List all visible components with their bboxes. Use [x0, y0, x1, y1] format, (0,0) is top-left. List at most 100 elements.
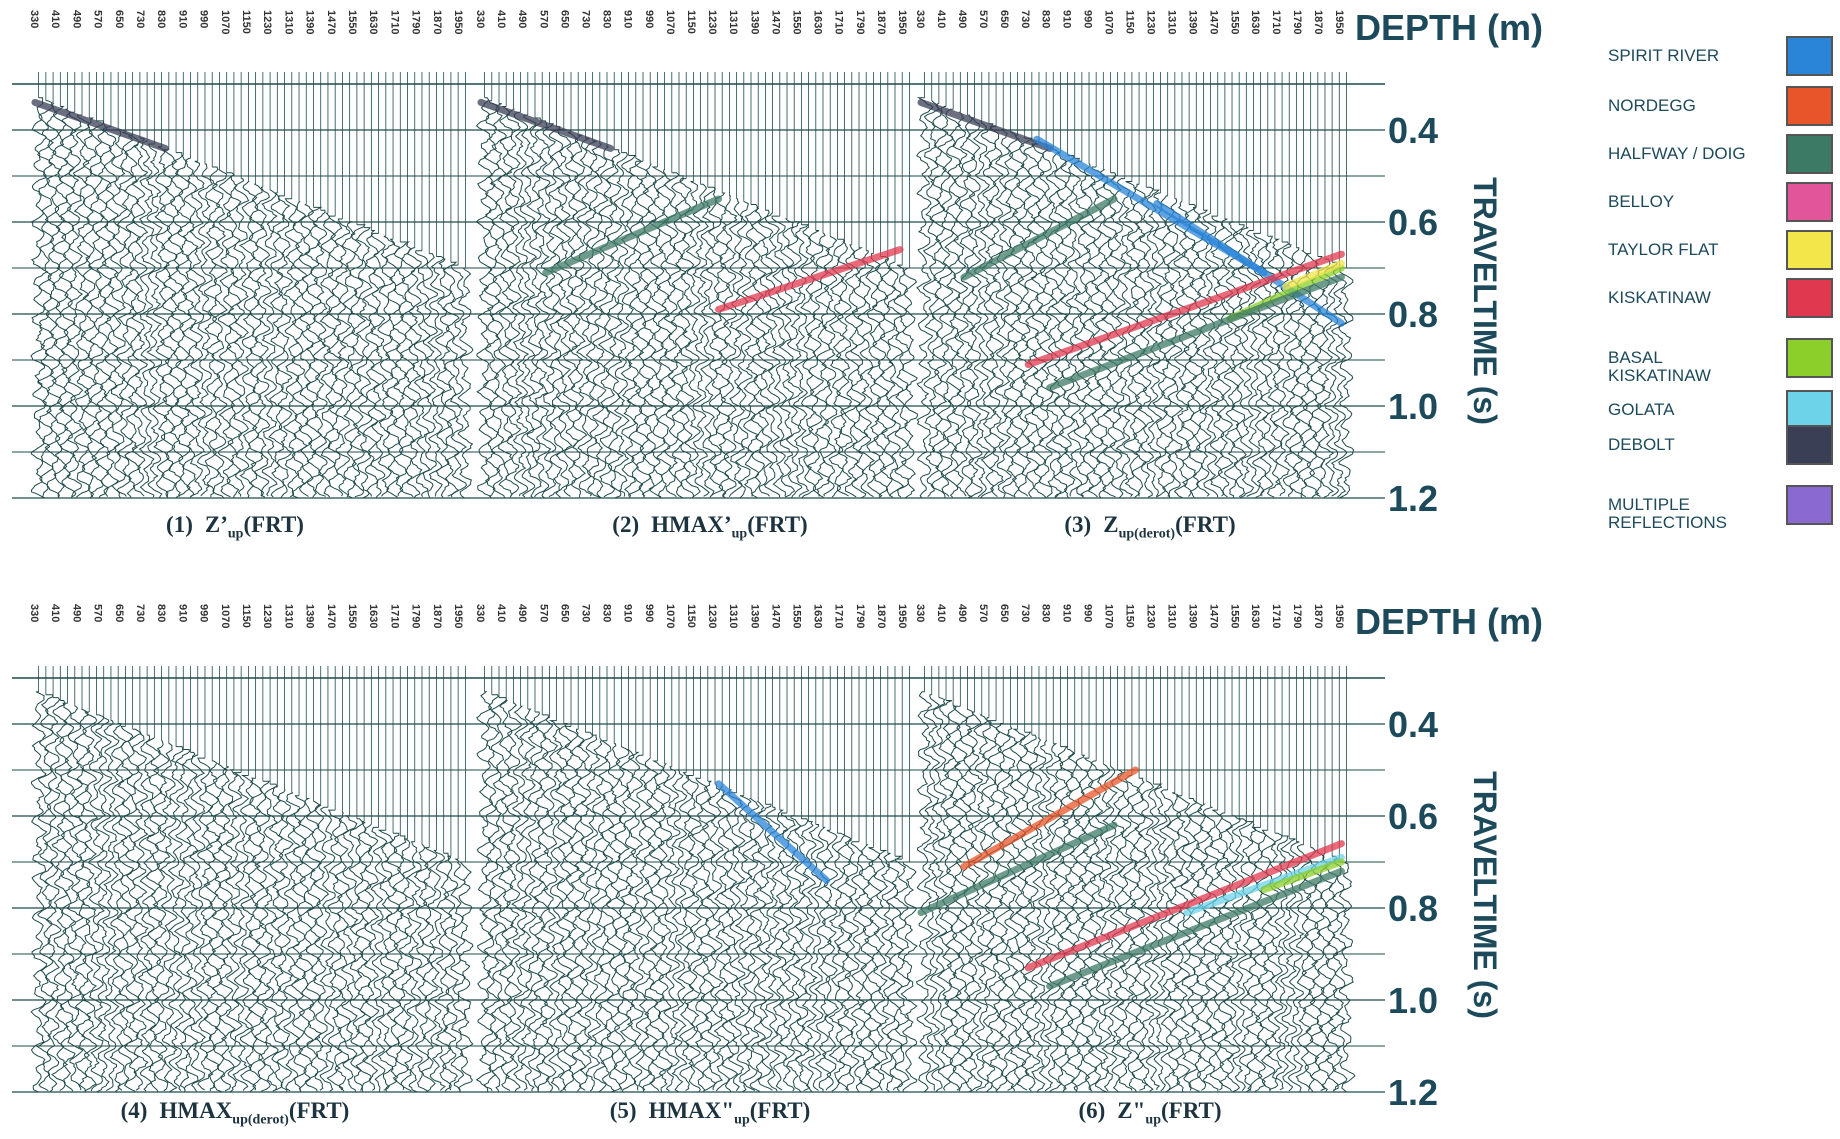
- legend-text: DEBOLT: [1608, 435, 1675, 454]
- trace: [619, 749, 637, 1092]
- trace: [821, 829, 840, 1091]
- depth-label: 1710: [388, 10, 400, 34]
- trace: [370, 232, 388, 498]
- trace: [482, 694, 501, 1091]
- trace: [232, 178, 250, 497]
- depth-label: 490: [516, 604, 528, 622]
- trace: [979, 123, 998, 499]
- trace: [526, 117, 544, 499]
- trace: [987, 720, 1005, 1091]
- trace: [527, 711, 545, 1093]
- trace: [36, 694, 56, 1092]
- horizon: [1046, 867, 1345, 990]
- trace: [886, 261, 905, 497]
- depth-label: 1710: [833, 604, 845, 628]
- depth-label: 1790: [854, 10, 866, 34]
- trace: [225, 175, 243, 498]
- trace: [641, 163, 660, 497]
- depth-label: 490: [516, 10, 528, 28]
- trace: [1323, 261, 1341, 497]
- trace: [326, 215, 344, 497]
- depth-label: 1470: [769, 10, 781, 34]
- trace: [1338, 861, 1356, 1093]
- depth-label: 1630: [812, 10, 824, 34]
- depth-label: 330: [28, 604, 40, 622]
- trace: [1087, 166, 1105, 498]
- depth-label: 1150: [685, 10, 697, 34]
- trace: [734, 201, 753, 499]
- depth-axis-title: DEPTH (m): [1355, 7, 1543, 48]
- depth-label: 330: [914, 10, 926, 28]
- trace: [872, 256, 890, 497]
- depth-label: 330: [914, 604, 926, 622]
- legend-swatch: [1786, 230, 1833, 270]
- depth-label: 1070: [1103, 10, 1115, 34]
- trace: [641, 757, 659, 1091]
- trace: [87, 120, 105, 498]
- trace: [988, 126, 1005, 497]
- trace: [449, 264, 468, 498]
- trace: [728, 198, 746, 498]
- depth-label: 830: [1040, 10, 1052, 28]
- depth-label: 830: [601, 10, 613, 28]
- trace: [377, 235, 395, 497]
- depth-label: 410: [495, 10, 507, 28]
- depth-label: 1950: [1333, 10, 1345, 34]
- depth-label: 570: [977, 10, 989, 28]
- trace: [584, 140, 600, 498]
- trace: [1338, 267, 1355, 499]
- trace: [131, 137, 149, 497]
- trace: [973, 714, 991, 1092]
- depth-label: 1710: [833, 10, 845, 34]
- trace: [598, 740, 615, 1092]
- caption-subscript: up(derot): [232, 1112, 289, 1128]
- trace: [1194, 209, 1213, 497]
- trace: [966, 711, 984, 1093]
- trace: [457, 267, 474, 499]
- depth-label: 990: [1082, 10, 1094, 28]
- depth-label: 1630: [1249, 10, 1261, 34]
- trace: [1188, 206, 1206, 498]
- trace: [1230, 224, 1249, 498]
- trace: [612, 152, 630, 497]
- trace: [355, 227, 373, 499]
- trace: [944, 108, 963, 498]
- legend-label: HALFWAY / DOIG: [1608, 145, 1758, 163]
- caption-suffix: (FRT): [1175, 512, 1236, 537]
- caption-number: (5): [609, 1098, 637, 1123]
- trace: [576, 731, 594, 1091]
- trace: [282, 198, 301, 498]
- trace: [965, 117, 983, 499]
- trace: [648, 760, 666, 1092]
- trace: [51, 106, 69, 497]
- legend-text: MULTIPLE REFLECTIONS: [1608, 495, 1728, 532]
- trace: [116, 725, 135, 1091]
- caption-subscript: up: [227, 526, 244, 542]
- depth-label: 1230: [261, 604, 273, 628]
- trace: [253, 780, 271, 1092]
- trace: [692, 183, 710, 497]
- trace: [1080, 163, 1098, 497]
- trace: [427, 256, 446, 497]
- trace: [420, 253, 439, 498]
- trace: [276, 195, 294, 499]
- trace: [1180, 204, 1198, 497]
- depth-label: 410: [495, 604, 507, 622]
- trace: [634, 160, 652, 498]
- depth-label: 1230: [261, 10, 273, 34]
- depth-label: 410: [49, 604, 61, 622]
- depth-label: 1790: [854, 604, 866, 628]
- depth-label: 830: [155, 10, 167, 28]
- trace: [376, 829, 395, 1091]
- trace: [334, 812, 351, 1092]
- depth-label: 1950: [896, 10, 908, 34]
- depth-label: 1150: [1124, 10, 1136, 34]
- depth-label: 570: [537, 604, 549, 622]
- trace: [844, 244, 861, 498]
- depth-label: 1470: [1207, 604, 1219, 628]
- trace: [828, 832, 846, 1092]
- legend-swatch: [1786, 485, 1833, 525]
- caption-name: HMAX": [648, 1098, 735, 1123]
- time-axis-title: TRAVELTIME (s): [1467, 177, 1503, 425]
- depth-label: 1630: [367, 10, 379, 34]
